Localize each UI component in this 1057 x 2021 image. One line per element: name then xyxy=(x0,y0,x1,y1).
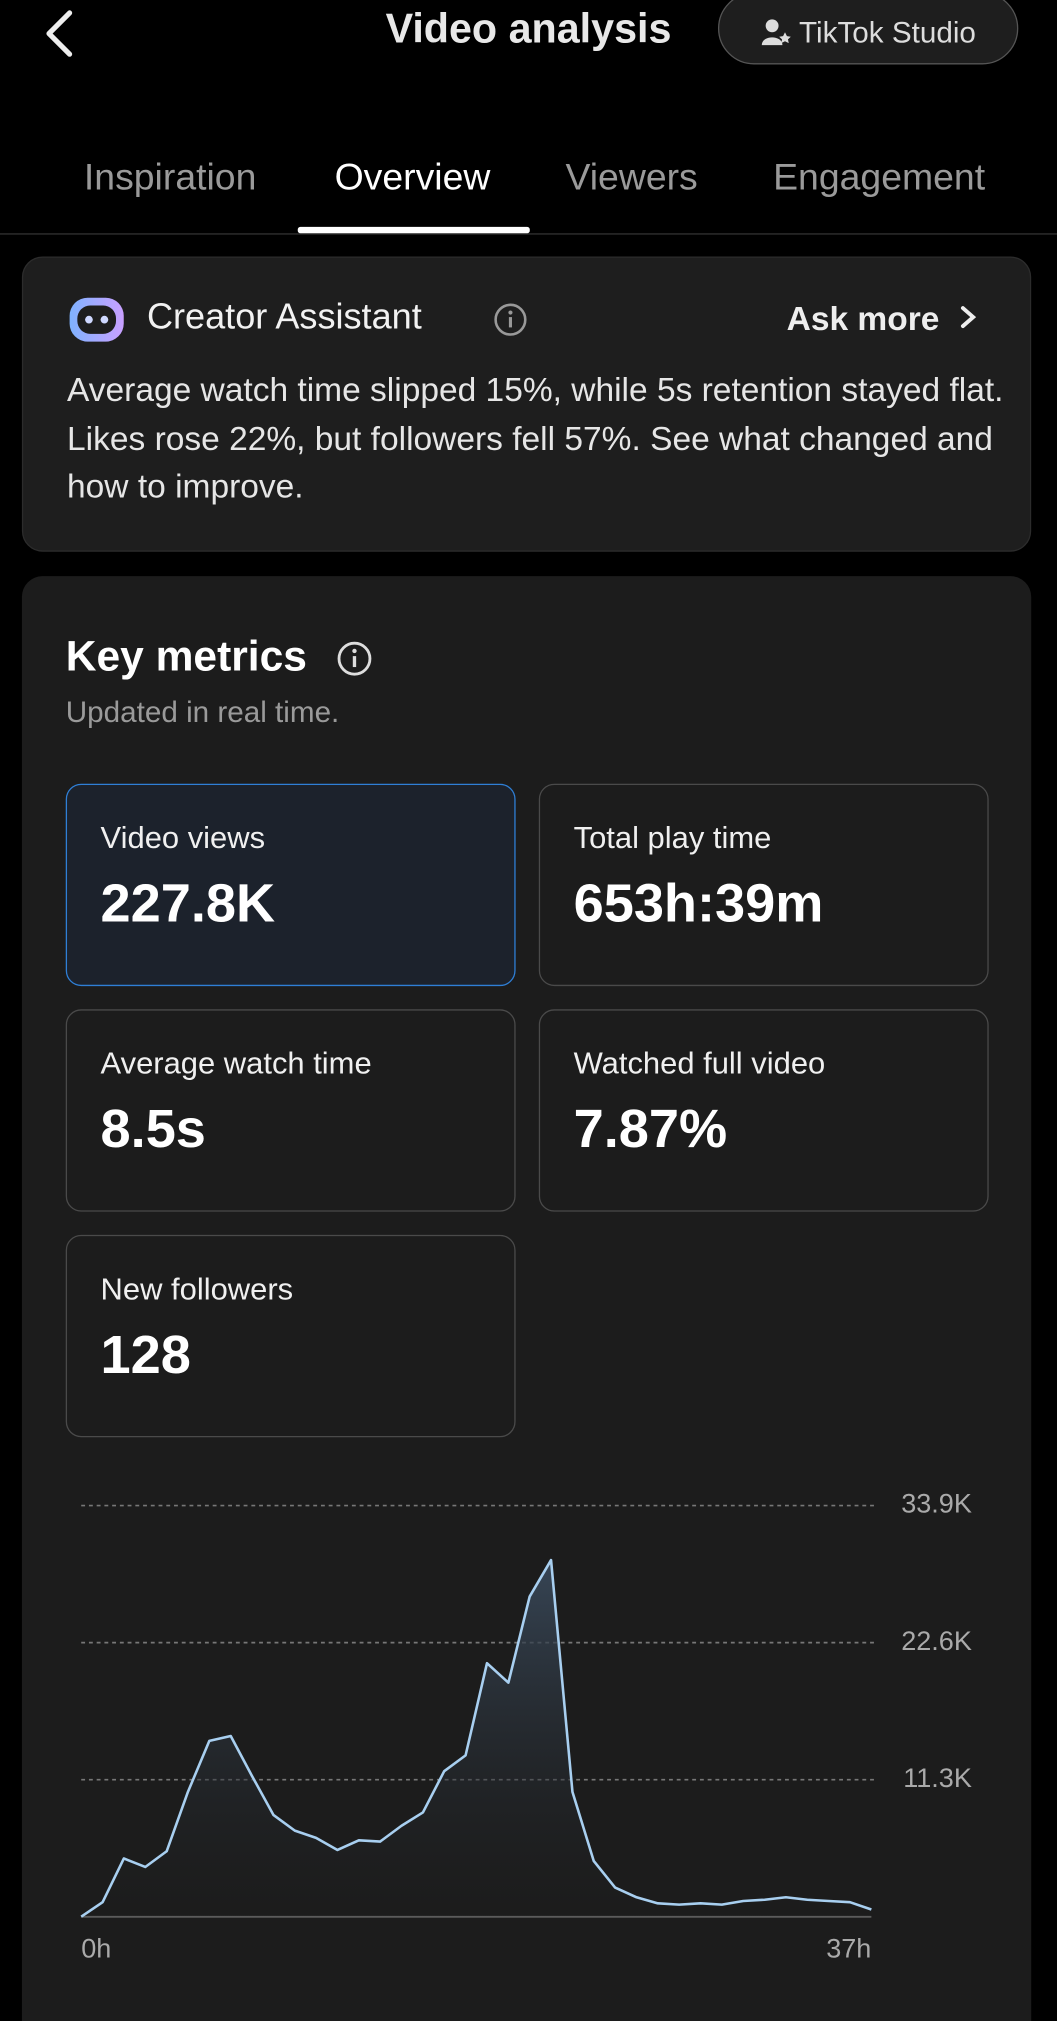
card-label: Watched full video xyxy=(573,1046,826,1082)
assistant-card xyxy=(21,256,1032,552)
ask-more-label: Ask more xyxy=(786,299,940,338)
metric-card[interactable]: New followers 128 xyxy=(65,1234,516,1438)
ask-more[interactable]: Ask more xyxy=(787,299,980,339)
assistant-text: Average watch time slipped 15%, while 5s… xyxy=(67,369,1004,506)
assistant-title: Creator Assistant xyxy=(146,296,422,337)
metrics-subtitle: Updated in real time. xyxy=(65,694,340,729)
y-tick-label: 11.3K xyxy=(903,1763,972,1793)
card-value: 227.8K xyxy=(100,872,276,934)
metric-card[interactable]: Video views 227.8K xyxy=(65,783,516,987)
card-value: 128 xyxy=(100,1323,191,1385)
metrics-title: Key metrics xyxy=(65,631,307,680)
tab[interactable]: Engagement xyxy=(773,157,986,199)
card-label: Average watch time xyxy=(100,1046,372,1082)
info-icon[interactable] xyxy=(335,639,374,678)
tab-active[interactable]: Overview xyxy=(334,157,491,199)
y-tick-label: 33.9K xyxy=(901,1489,972,1519)
card-label: Video views xyxy=(100,821,266,856)
y-tick-label: 22.6K xyxy=(901,1626,972,1656)
metric-card[interactable]: Total play time 653h:39m xyxy=(538,783,989,987)
x-tick-label: 37h xyxy=(826,1933,871,1963)
assistant-icon xyxy=(69,297,124,342)
tab-indicator xyxy=(297,226,530,234)
line xyxy=(80,1558,872,1918)
info-icon[interactable] xyxy=(492,302,528,338)
tab-fade xyxy=(992,126,1057,233)
card-value: 653h:39m xyxy=(573,872,824,934)
studio-label: TikTok Studio xyxy=(799,14,976,49)
studio-icon xyxy=(761,19,791,46)
card-label: Total play time xyxy=(573,821,772,856)
x-tick-label: 0h xyxy=(81,1933,111,1963)
card-value: 8.5s xyxy=(100,1098,206,1159)
chevron xyxy=(960,306,977,329)
area xyxy=(81,1560,872,1917)
card-label: New followers xyxy=(100,1272,294,1308)
card-value: 7.87% xyxy=(573,1098,728,1159)
tab-separator xyxy=(0,233,1057,235)
tab[interactable]: Inspiration xyxy=(83,157,257,199)
back-button[interactable] xyxy=(39,8,78,60)
metric-card[interactable]: Average watch time 8.5s xyxy=(65,1009,516,1212)
metric-card[interactable]: Watched full video 7.87% xyxy=(538,1009,989,1212)
tab[interactable]: Viewers xyxy=(565,157,698,199)
studio-button[interactable]: TikTok Studio xyxy=(717,0,1019,65)
